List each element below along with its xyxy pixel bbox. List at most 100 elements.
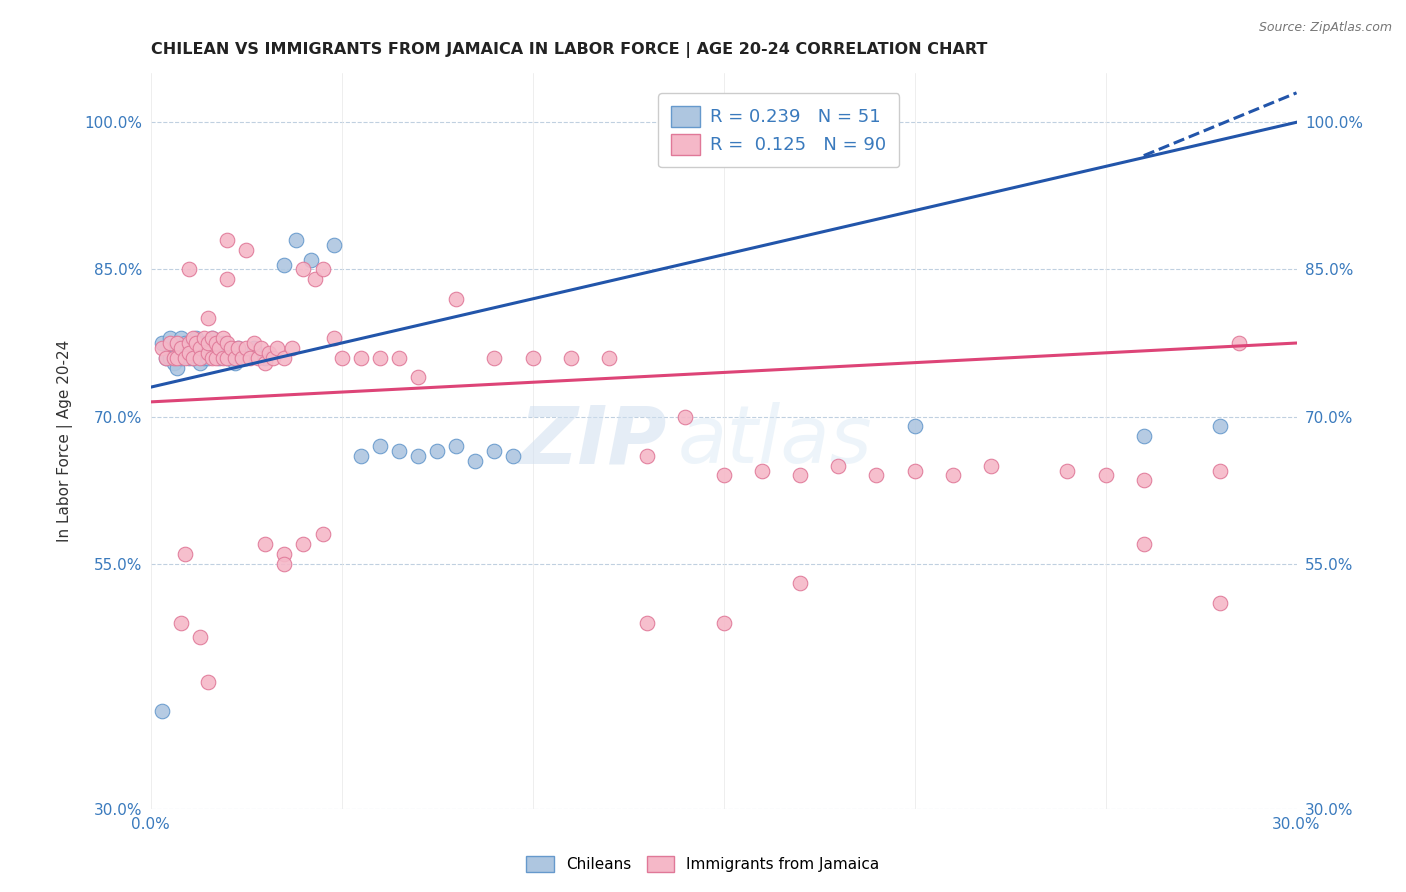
Point [273,557,295,571]
Point [197,674,219,689]
Point [201,351,224,365]
Point [177,346,200,360]
Point [350,449,373,463]
Point [273,258,295,272]
Point [208,341,231,355]
Point [197,311,219,326]
Point [444,439,467,453]
Point [150,336,173,351]
Point [1132,537,1154,551]
Point [254,356,277,370]
Point [484,351,506,365]
Point [789,576,811,591]
Point [170,351,193,365]
Point [281,341,304,355]
Point [246,351,269,365]
Point [166,336,188,351]
Point [1209,419,1232,434]
Point [159,331,181,345]
Point [219,341,242,355]
Point [323,331,346,345]
Point [292,262,315,277]
Point [444,292,467,306]
Point [273,547,295,561]
Point [311,527,333,541]
Point [208,351,231,365]
Point [215,336,238,351]
Point [197,351,219,365]
Point [181,336,204,351]
Point [193,336,215,351]
Point [177,262,200,277]
Text: CHILEAN VS IMMIGRANTS FROM JAMAICA IN LABOR FORCE | AGE 20-24 CORRELATION CHART: CHILEAN VS IMMIGRANTS FROM JAMAICA IN LA… [150,42,987,58]
Point [636,449,658,463]
Point [204,336,226,351]
Point [177,341,200,355]
Point [254,351,277,365]
Point [215,272,238,286]
Point [673,409,696,424]
Point [212,331,235,345]
Point [713,468,735,483]
Point [388,351,411,365]
Point [162,351,184,365]
Point [181,351,204,365]
Point [1209,596,1232,610]
Text: ZIP: ZIP [519,402,666,480]
Point [406,370,429,384]
Point [215,351,238,365]
Point [1094,468,1116,483]
Point [166,360,188,375]
Point [201,346,224,360]
Point [186,336,208,351]
Legend: Chileans, Immigrants from Jamaica: Chileans, Immigrants from Jamaica [519,848,887,880]
Point [219,341,242,355]
Point [1132,474,1154,488]
Point [170,341,193,355]
Point [304,272,326,286]
Point [284,233,307,247]
Point [215,351,238,365]
Point [502,449,524,463]
Point [197,346,219,360]
Point [177,351,200,365]
Point [224,351,246,365]
Point [273,351,295,365]
Point [162,356,184,370]
Point [186,346,208,360]
Point [188,341,211,355]
Point [903,464,925,478]
Point [235,243,257,257]
Point [235,351,257,365]
Point [204,351,226,365]
Point [522,351,544,365]
Y-axis label: In Labor Force | Age 20-24: In Labor Force | Age 20-24 [58,340,73,542]
Point [242,336,264,351]
Point [212,351,235,365]
Point [292,537,315,551]
Point [560,351,582,365]
Point [166,351,188,365]
Point [323,238,346,252]
Point [201,331,224,345]
Point [257,346,280,360]
Point [170,615,193,630]
Point [636,615,658,630]
Point [193,351,215,365]
Point [212,336,235,351]
Legend: R = 0.239   N = 51, R =  0.125   N = 90: R = 0.239 N = 51, R = 0.125 N = 90 [658,94,900,168]
Point [188,351,211,365]
Point [197,336,219,351]
Point [865,468,887,483]
Point [188,631,211,645]
Point [250,341,273,355]
Point [350,351,373,365]
Point [464,454,486,468]
Point [228,341,250,355]
Point [388,444,411,458]
Point [406,449,429,463]
Point [254,537,277,551]
Point [201,331,224,345]
Point [174,336,197,351]
Point [235,341,257,355]
